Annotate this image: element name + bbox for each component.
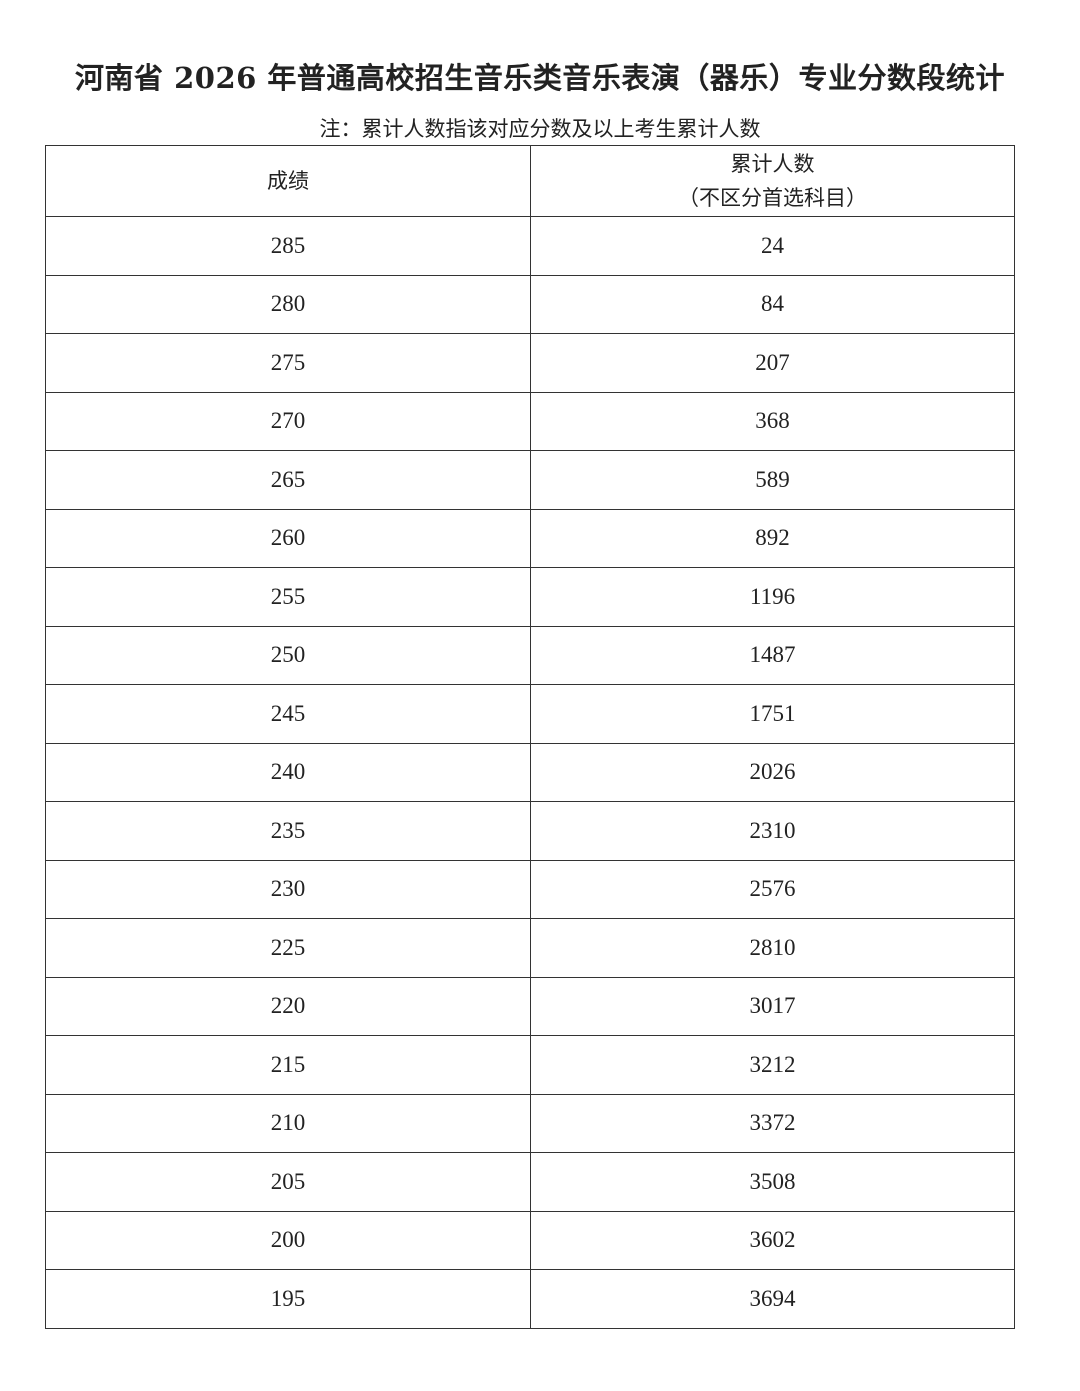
cumulative-count-cell: 3694 (530, 1269, 1015, 1329)
table-row: 195 3694 (45, 1269, 1015, 1329)
score-cell: 265 (45, 450, 531, 510)
table-header-row: 成绩 累计人数 （不区分首选科目） (45, 145, 1015, 217)
score-cell: 210 (45, 1093, 531, 1153)
score-distribution-table: 成绩 累计人数 （不区分首选科目） 285 24 280 84 275 207 270 368… (45, 145, 1015, 1329)
cumulative-count-cell: 2026 (530, 742, 1015, 802)
table-row: 245 1751 (45, 684, 1015, 744)
table-row: 260 892 (45, 508, 1015, 568)
cumulative-count-cell: 3508 (530, 1152, 1015, 1212)
score-cell: 285 (45, 216, 531, 276)
table-row: 270 368 (45, 391, 1015, 451)
table-row: 250 1487 (45, 625, 1015, 685)
score-cell: 260 (45, 508, 531, 568)
score-cell: 280 (45, 274, 531, 334)
cumulative-count-cell: 2810 (530, 918, 1015, 978)
header-cumulative-count: 累计人数 （不区分首选科目） (530, 145, 1015, 217)
score-cell: 255 (45, 567, 531, 627)
cumulative-count-cell: 2310 (530, 801, 1015, 861)
score-cell: 230 (45, 859, 531, 919)
table-row: 210 3372 (45, 1093, 1015, 1153)
cumulative-count-cell: 589 (530, 450, 1015, 510)
score-cell: 195 (45, 1269, 531, 1329)
table-row: 255 1196 (45, 567, 1015, 627)
cumulative-count-cell: 1751 (530, 684, 1015, 744)
score-cell: 215 (45, 1035, 531, 1095)
cumulative-count-cell: 1196 (530, 567, 1015, 627)
cumulative-count-cell: 84 (530, 274, 1015, 334)
score-cell: 270 (45, 391, 531, 451)
table-row: 205 3508 (45, 1152, 1015, 1212)
table-row: 285 24 (45, 216, 1015, 276)
table-row: 230 2576 (45, 859, 1015, 919)
table-row: 200 3602 (45, 1210, 1015, 1270)
cumulative-count-cell: 368 (530, 391, 1015, 451)
score-cell: 250 (45, 625, 531, 685)
score-cell: 200 (45, 1210, 531, 1270)
score-cell: 235 (45, 801, 531, 861)
cumulative-count-cell: 3017 (530, 976, 1015, 1036)
cumulative-count-cell: 3372 (530, 1093, 1015, 1153)
table-row: 215 3212 (45, 1035, 1015, 1095)
table-row: 220 3017 (45, 976, 1015, 1036)
cumulative-count-cell: 3602 (530, 1210, 1015, 1270)
score-cell: 245 (45, 684, 531, 744)
page-title: 河南省 2026 年普通高校招生音乐类音乐表演（器乐）专业分数段统计 (75, 61, 1005, 95)
header-count-line1: 累计人数 (730, 152, 815, 176)
cumulative-count-cell: 892 (530, 508, 1015, 568)
header-score: 成绩 (45, 145, 531, 217)
cumulative-count-cell: 207 (530, 333, 1015, 393)
header-count-line2: （不区分首选科目） (678, 186, 867, 210)
table-row: 275 207 (45, 333, 1015, 393)
table-row: 240 2026 (45, 742, 1015, 802)
score-cell: 220 (45, 976, 531, 1036)
table-row: 225 2810 (45, 918, 1015, 978)
cumulative-count-cell: 1487 (530, 625, 1015, 685)
cumulative-count-cell: 24 (530, 216, 1015, 276)
table-row: 265 589 (45, 450, 1015, 510)
score-cell: 205 (45, 1152, 531, 1212)
score-cell: 240 (45, 742, 531, 802)
cumulative-count-cell: 2576 (530, 859, 1015, 919)
score-cell: 225 (45, 918, 531, 978)
table-row: 280 84 (45, 274, 1015, 334)
cumulative-count-cell: 3212 (530, 1035, 1015, 1095)
table-note: 注：累计人数指该对应分数及以上考生累计人数 (319, 117, 761, 141)
table-row: 235 2310 (45, 801, 1015, 861)
score-cell: 275 (45, 333, 531, 393)
